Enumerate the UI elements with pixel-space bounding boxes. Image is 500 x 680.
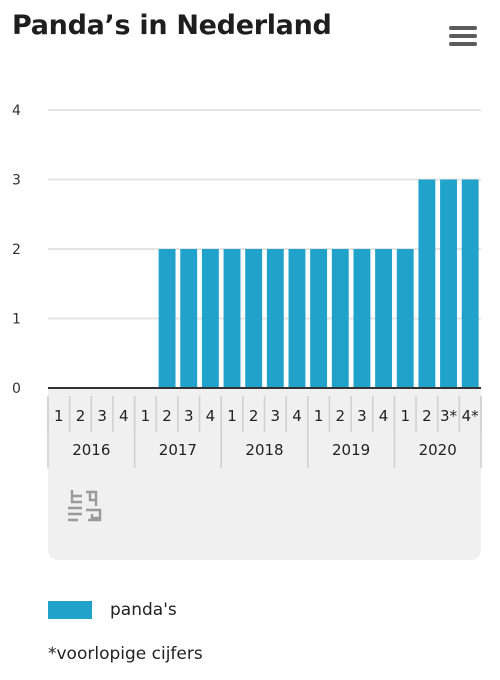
x-tick-label: 3 — [357, 407, 367, 425]
bar[interactable] — [180, 249, 198, 388]
x-tick-label: 4 — [206, 407, 216, 425]
bar[interactable] — [288, 249, 306, 388]
x-tick-label: 3 — [184, 407, 194, 425]
x-tick-label: 4 — [292, 407, 302, 425]
y-tick-label: 1 — [12, 312, 21, 328]
bar[interactable] — [461, 179, 479, 389]
y-axis-ticks: 0 1 2 3 4 — [12, 103, 21, 397]
x-axis: 1 2 3 4 1 2 3 4 1 2 3 4 1 2 3 4 1 2 3* 4*2016 2017 2018 2019 20… — [47, 396, 482, 468]
x-tick-label: 2 — [422, 407, 432, 425]
legend: panda's — [48, 600, 177, 620]
x-year-label: 2016 — [72, 441, 110, 459]
bar[interactable] — [158, 249, 176, 388]
x-year-label: 2018 — [245, 441, 283, 459]
chart-footer-panel-top — [48, 470, 481, 482]
bar[interactable] — [310, 249, 328, 388]
hamburger-menu-icon[interactable] — [446, 24, 480, 48]
x-tick-label: 1 — [54, 407, 64, 425]
y-tick-label: 3 — [12, 173, 21, 189]
cbs-logo-icon[interactable] — [68, 490, 102, 522]
x-tick-label: 3 — [271, 407, 281, 425]
bar[interactable] — [201, 249, 219, 388]
x-year-label: 2017 — [159, 441, 197, 459]
x-tick-label: 1 — [227, 407, 237, 425]
y-tick-label: 4 — [12, 103, 21, 119]
x-tick-label: 3 — [97, 407, 107, 425]
x-tick-label: 2 — [336, 407, 346, 425]
x-year-label: 2020 — [419, 441, 457, 459]
legend-swatch — [48, 601, 92, 619]
bar[interactable] — [440, 179, 457, 389]
bar[interactable] — [331, 249, 349, 388]
bar[interactable] — [353, 249, 371, 388]
y-tick-label: 2 — [12, 242, 21, 258]
chart-footer-panel — [48, 470, 481, 560]
x-tick-label: 2 — [162, 407, 172, 425]
x-tick-label: 4* — [462, 407, 480, 425]
x-tick-label: 4 — [379, 407, 389, 425]
x-tick-label: 2 — [249, 407, 259, 425]
x-tick-label: 1 — [314, 407, 324, 425]
x-tick-label: 4 — [119, 407, 129, 425]
y-tick-label: 0 — [12, 381, 21, 397]
x-year-label: 2019 — [332, 441, 370, 459]
bar[interactable] — [266, 249, 284, 388]
bar[interactable] — [396, 249, 414, 388]
x-tick-label: 2 — [76, 407, 86, 425]
chart-title: Panda’s in Nederland — [12, 10, 332, 41]
x-tick-label: 1 — [141, 407, 151, 425]
bars — [158, 179, 479, 389]
x-tick-label: 1 — [400, 407, 410, 425]
bar[interactable] — [375, 249, 393, 388]
bar[interactable] — [245, 249, 263, 388]
legend-label: panda's — [110, 600, 177, 620]
footnote: *voorlopige cijfers — [48, 644, 203, 664]
x-tick-label: 3* — [440, 407, 458, 425]
bar[interactable] — [418, 179, 436, 389]
bar[interactable] — [223, 249, 241, 388]
gridlines — [48, 109, 481, 320]
